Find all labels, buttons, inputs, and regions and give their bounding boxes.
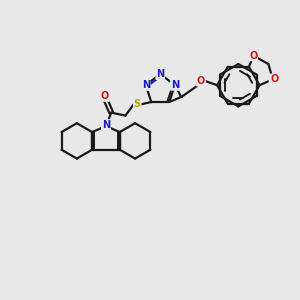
- Text: O: O: [249, 51, 257, 61]
- Text: N: N: [171, 80, 179, 90]
- Text: O: O: [249, 50, 257, 60]
- Text: O: O: [197, 76, 205, 86]
- Text: N: N: [102, 120, 110, 130]
- Text: N: N: [102, 121, 110, 131]
- Text: O: O: [101, 91, 109, 101]
- Text: N: N: [156, 69, 164, 79]
- Text: N: N: [156, 69, 164, 79]
- Text: O: O: [270, 74, 278, 84]
- Text: N: N: [142, 80, 150, 90]
- Text: O: O: [101, 91, 109, 101]
- Text: N: N: [102, 120, 110, 130]
- Text: N: N: [171, 80, 179, 90]
- Text: O: O: [197, 76, 205, 86]
- Text: N: N: [142, 80, 150, 90]
- Text: O: O: [269, 74, 278, 84]
- Text: S: S: [134, 99, 141, 110]
- Text: S: S: [134, 99, 141, 110]
